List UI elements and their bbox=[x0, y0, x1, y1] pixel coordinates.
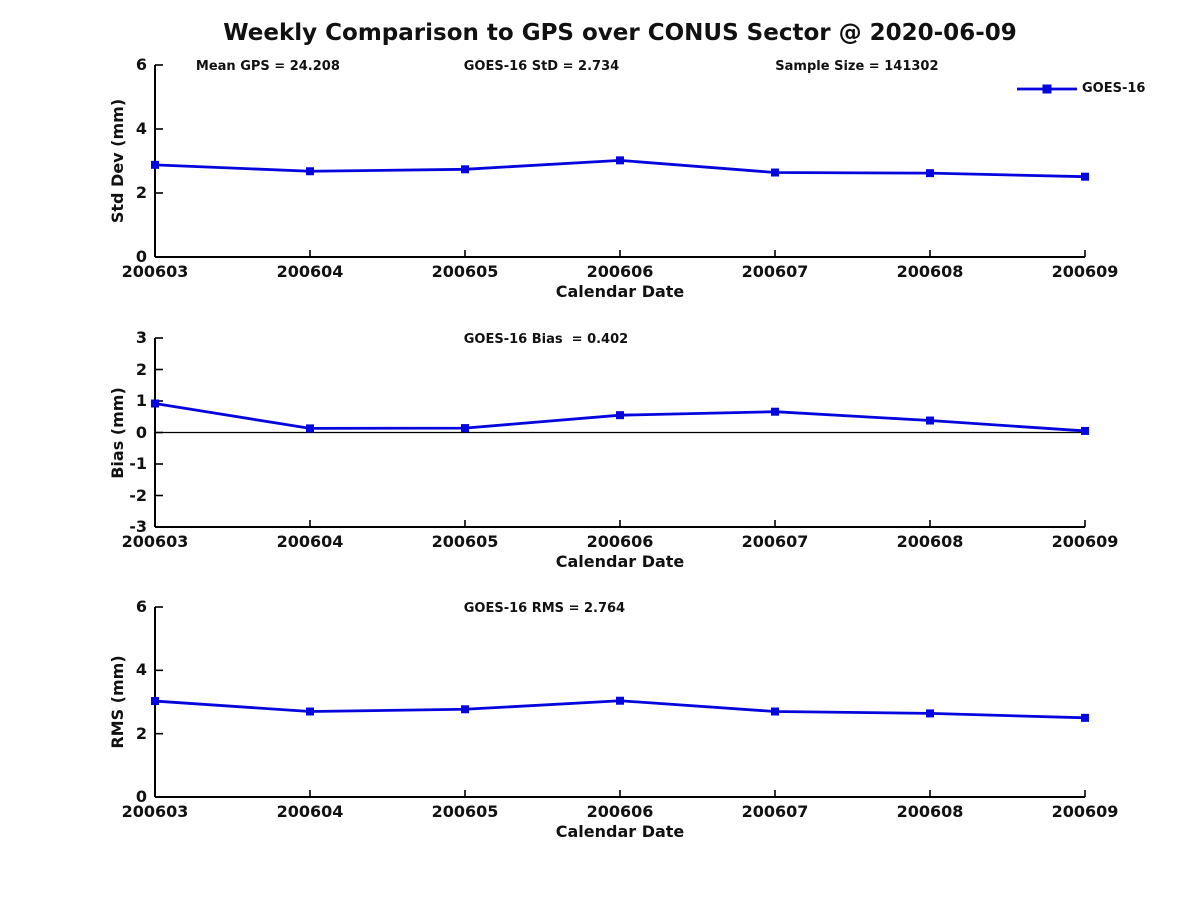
legend-marker-icon bbox=[1042, 84, 1052, 94]
data-point-marker bbox=[151, 160, 159, 169]
x-tick-label: 200603 bbox=[121, 532, 189, 551]
y-tick-label: 6 bbox=[135, 597, 147, 616]
data-point-marker bbox=[616, 411, 624, 420]
data-point-marker bbox=[1081, 172, 1089, 181]
y-tick-label: 2 bbox=[135, 723, 147, 743]
data-point-marker bbox=[616, 156, 624, 165]
data-point-marker bbox=[461, 424, 469, 433]
y-tick-label: 3 bbox=[135, 328, 147, 347]
y-tick-label: 0 bbox=[135, 787, 147, 806]
x-tick-label: 200606 bbox=[586, 532, 654, 551]
data-point-marker bbox=[306, 167, 314, 176]
x-tick-label: 200607 bbox=[741, 532, 809, 551]
x-tick-label: 200603 bbox=[121, 262, 189, 281]
y-tick-label: 1 bbox=[135, 391, 147, 410]
x-tick-label: 200606 bbox=[586, 802, 654, 821]
data-point-marker bbox=[151, 399, 159, 408]
x-tick-label: 200605 bbox=[431, 532, 499, 551]
data-point-marker bbox=[771, 168, 779, 177]
y-tick-label: -3 bbox=[129, 517, 147, 536]
y-tick-label: 6 bbox=[135, 55, 147, 74]
x-tick-label: 200604 bbox=[276, 532, 344, 551]
data-point-marker bbox=[461, 705, 469, 714]
y-tick-label: 4 bbox=[135, 119, 147, 138]
annotation-text: GOES-16 StD = 2.734 bbox=[463, 59, 620, 74]
y-tick-label: -2 bbox=[129, 485, 147, 505]
x-tick-label: 200605 bbox=[431, 262, 499, 281]
annotation-text: Mean GPS = 24.208 bbox=[195, 59, 340, 74]
y-axis-label: Std Dev (mm) bbox=[108, 98, 127, 224]
annotation-text: GOES-16 RMS = 2.764 bbox=[463, 601, 626, 616]
y-axis-label: Bias (mm) bbox=[108, 386, 127, 479]
data-point-marker bbox=[306, 424, 314, 433]
legend-label: GOES-16 bbox=[1082, 81, 1146, 96]
data-point-marker bbox=[461, 165, 469, 174]
x-axis-label: Calendar Date bbox=[555, 822, 685, 841]
y-tick-label: 2 bbox=[135, 359, 147, 379]
data-point-marker bbox=[926, 169, 934, 178]
y-tick-label: 0 bbox=[135, 422, 147, 442]
x-tick-label: 200609 bbox=[1051, 802, 1119, 821]
x-tick-label: 200607 bbox=[741, 802, 809, 821]
y-axis-label: RMS (mm) bbox=[108, 655, 127, 749]
y-tick-label: 4 bbox=[135, 660, 147, 680]
x-axis-label: Calendar Date bbox=[555, 282, 685, 301]
y-tick-label: -1 bbox=[129, 454, 147, 473]
data-point-marker bbox=[1081, 426, 1089, 435]
x-axis-label: Calendar Date bbox=[555, 552, 685, 571]
data-point-marker bbox=[616, 696, 624, 705]
chart-title: Weekly Comparison to GPS over CONUS Sect… bbox=[223, 20, 1017, 46]
data-point-marker bbox=[771, 707, 779, 716]
annotation-text: GOES-16 Bias = 0.402 bbox=[463, 332, 629, 347]
data-point-marker bbox=[306, 707, 314, 716]
data-point-marker bbox=[151, 697, 159, 706]
x-tick-label: 200606 bbox=[586, 262, 654, 281]
x-tick-label: 200604 bbox=[276, 802, 344, 821]
x-tick-label: 200609 bbox=[1051, 262, 1119, 281]
x-tick-label: 200604 bbox=[276, 262, 344, 281]
data-point-marker bbox=[926, 416, 934, 425]
x-tick-label: 200607 bbox=[741, 262, 809, 281]
data-point-marker bbox=[1081, 713, 1089, 722]
x-tick-label: 200603 bbox=[121, 802, 189, 821]
data-point-marker bbox=[926, 709, 934, 718]
y-tick-label: 2 bbox=[135, 183, 147, 202]
x-tick-label: 200608 bbox=[896, 802, 964, 821]
x-tick-label: 200608 bbox=[896, 532, 964, 551]
y-tick-label: 0 bbox=[135, 247, 147, 266]
x-tick-label: 200609 bbox=[1051, 532, 1119, 551]
x-tick-label: 200608 bbox=[896, 262, 964, 281]
annotation-text: Sample Size = 141302 bbox=[775, 59, 939, 74]
x-tick-label: 200605 bbox=[431, 802, 499, 821]
data-point-marker bbox=[771, 407, 779, 416]
